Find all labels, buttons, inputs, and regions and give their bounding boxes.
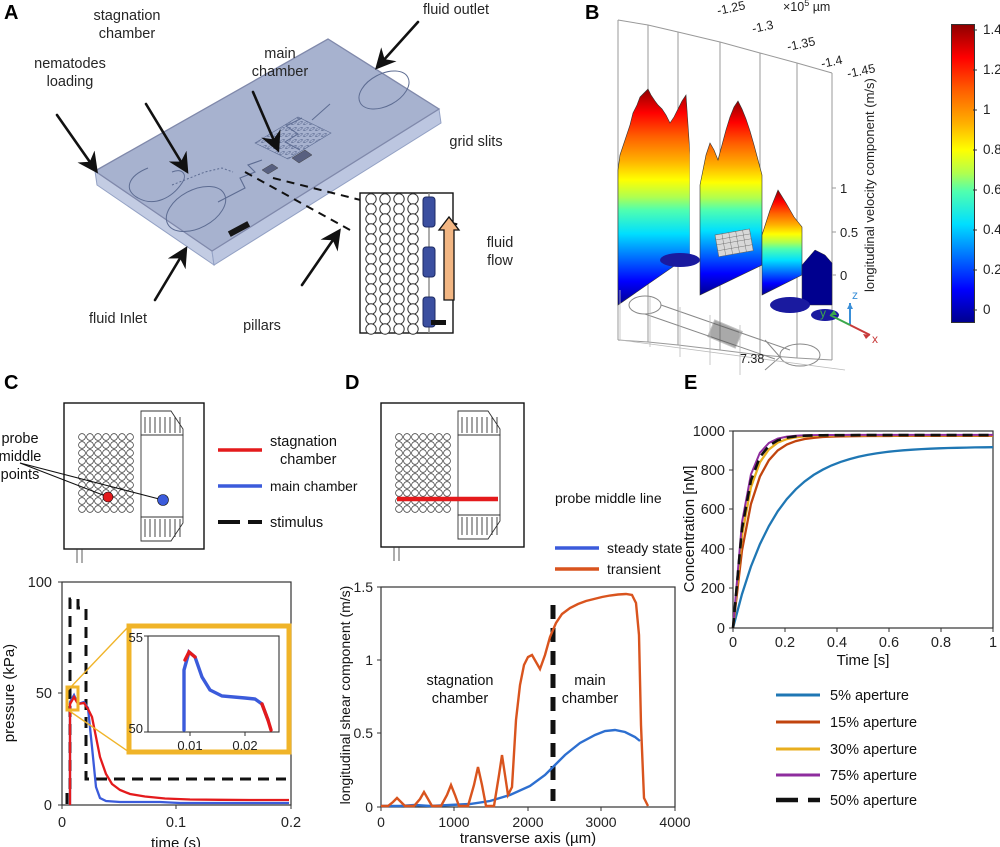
svg-text:stagnation: stagnation [270,434,337,450]
svg-text:1: 1 [983,102,991,117]
svg-text:×105 µm: ×105 µm [783,0,830,14]
svg-text:-1.4: -1.4 [820,53,844,71]
svg-text:nematodes: nematodes [34,56,106,72]
svg-text:55: 55 [129,630,143,645]
svg-text:points: points [1,467,40,483]
svg-text:50% aperture: 50% aperture [830,793,917,809]
svg-text:75% aperture: 75% aperture [830,768,917,784]
svg-text:0.6: 0.6 [879,635,899,651]
svg-text:loading: loading [47,74,94,90]
svg-text:z: z [852,288,858,302]
svg-text:200: 200 [701,581,725,597]
svg-text:0: 0 [58,815,66,831]
svg-text:0: 0 [840,268,847,283]
svg-text:middle: middle [0,449,41,465]
svg-text:transverse axis (µm): transverse axis (µm) [460,830,596,847]
svg-text:5% aperture: 5% aperture [830,688,909,704]
svg-text:0.6: 0.6 [983,182,1000,197]
svg-text:0.1: 0.1 [166,815,186,831]
svg-text:1.5: 1.5 [354,579,374,595]
svg-text:0: 0 [377,814,385,830]
svg-text:main: main [264,46,295,62]
svg-text:0.02: 0.02 [232,738,257,753]
svg-text:0: 0 [44,798,52,814]
svg-text:-1.35: -1.35 [786,34,817,54]
svg-text:1000: 1000 [693,424,725,440]
svg-text:0: 0 [365,799,373,815]
svg-text:chamber: chamber [432,691,489,707]
svg-text:0: 0 [983,302,991,317]
svg-text:0.8: 0.8 [931,635,951,651]
svg-text:15% aperture: 15% aperture [830,715,917,731]
svg-text:0: 0 [729,635,737,651]
svg-text:pressure (kPa): pressure (kPa) [1,644,18,742]
svg-text:-1.45: -1.45 [846,61,877,81]
svg-text:chamber: chamber [99,26,156,42]
svg-text:1000: 1000 [438,814,469,830]
svg-text:0.5: 0.5 [354,725,374,741]
svg-text:0.2: 0.2 [775,635,795,651]
svg-text:0.2: 0.2 [983,262,1000,277]
svg-text:time (s): time (s) [151,835,201,847]
svg-text:Concentration [nM]: Concentration [nM] [681,466,698,593]
svg-text:-1.25: -1.25 [716,0,747,18]
svg-text:0.4: 0.4 [983,222,1000,237]
svg-text:0.2: 0.2 [281,815,301,831]
svg-text:pillars: pillars [243,318,281,334]
svg-text:0.01: 0.01 [177,738,202,753]
svg-text:100: 100 [28,575,52,591]
svg-text:0: 0 [717,621,725,637]
svg-text:400: 400 [701,542,725,558]
svg-text:fluid: fluid [487,235,514,251]
svg-text:grid slits: grid slits [449,134,502,150]
svg-text:probe middle line: probe middle line [555,490,662,506]
svg-text:flow: flow [487,253,513,269]
svg-text:x: x [872,332,878,346]
svg-text:longitudinal shear component (: longitudinal shear component (m/s) [337,586,353,805]
svg-text:50: 50 [129,721,143,736]
svg-text:1.4: 1.4 [983,22,1000,37]
svg-text:2000: 2000 [512,814,543,830]
svg-text:stagnation: stagnation [94,8,161,24]
svg-text:main: main [574,673,605,689]
svg-text:stimulus: stimulus [270,515,323,531]
svg-text:7.38: 7.38 [740,352,764,366]
svg-text:chamber: chamber [562,691,619,707]
svg-text:800: 800 [701,463,725,479]
svg-text:1: 1 [840,181,847,196]
svg-text:1: 1 [365,652,373,668]
svg-text:fluid outlet: fluid outlet [423,2,489,18]
svg-text:Time [s]: Time [s] [837,652,890,669]
svg-text:0.4: 0.4 [827,635,847,651]
svg-text:y: y [820,306,826,320]
svg-text:-1.3: -1.3 [751,18,775,36]
svg-text:0.5: 0.5 [840,225,858,240]
svg-text:fluid Inlet: fluid Inlet [89,311,147,327]
svg-text:30% aperture: 30% aperture [830,742,917,758]
svg-text:600: 600 [701,502,725,518]
svg-text:0.8: 0.8 [983,142,1000,157]
svg-text:steady state: steady state [607,540,683,556]
svg-text:3000: 3000 [585,814,616,830]
svg-text:stagnation: stagnation [427,673,494,689]
svg-text:chamber: chamber [252,64,309,80]
svg-text:1: 1 [989,635,997,651]
svg-text:probe: probe [1,431,38,447]
svg-text:chamber: chamber [280,452,337,468]
svg-text:1.2: 1.2 [983,62,1000,77]
svg-text:50: 50 [36,686,52,702]
